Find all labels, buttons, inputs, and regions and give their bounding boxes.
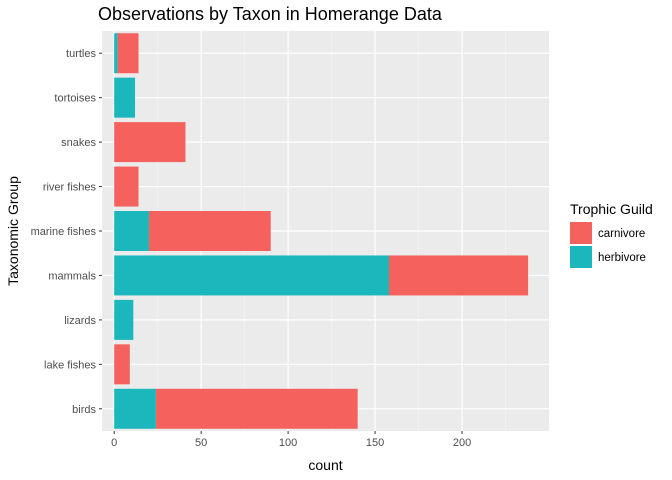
bar-herbivore [114,255,389,296]
bar-carnivore [117,33,139,74]
bar-herbivore [114,77,136,118]
chart-title: Observations by Taxon in Homerange Data [98,4,443,24]
legend-label: carnivore [598,228,645,240]
x-tick-label: 150 [366,437,384,449]
bar-carnivore [155,388,358,429]
legend-key-carnivore [570,222,592,244]
legend-title: Trophic Guild [570,201,653,217]
y-axis: birds lake fishes lizards mammals marine fis… [31,48,102,416]
y-tick-label: mammals [48,270,96,282]
bar-carnivore [148,211,271,251]
y-tick-label: river fishes [43,182,97,194]
bar-herbivore [114,299,134,340]
bar-carnivore [114,122,186,163]
y-axis-title: Taxonomic Group [5,176,21,286]
bar-herbivore [114,388,156,429]
bar-layer [114,33,529,429]
bar-carnivore [388,255,529,296]
bar-carnivore [114,344,130,385]
y-tick-label: snakes [61,137,96,149]
y-tick-label: tortoises [54,93,96,105]
bar-herbivore [114,211,149,251]
x-axis: 0 50 100 150 200 [111,431,471,449]
legend: Trophic Guild carnivore herbivore [570,201,653,268]
y-tick-label: turtles [66,48,96,60]
y-tick-label: birds [72,404,96,416]
y-tick-label: marine fishes [31,226,97,238]
bar-herbivore [114,33,118,74]
bar-carnivore [114,166,139,207]
x-tick-label: 200 [453,437,471,449]
legend-key-herbivore [570,246,592,268]
y-tick-label: lizards [64,315,96,327]
x-axis-title: count [308,457,342,473]
y-tick-label: lake fishes [44,359,96,371]
x-tick-label: 100 [279,437,297,449]
x-tick-label: 50 [195,437,207,449]
x-tick-label: 0 [111,437,117,449]
legend-label: herbivore [598,252,646,264]
